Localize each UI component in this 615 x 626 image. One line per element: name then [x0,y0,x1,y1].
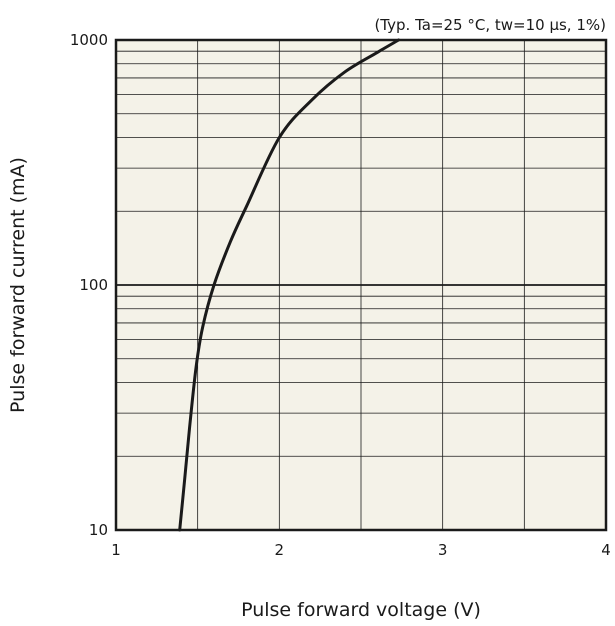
forward-current-curve [178,38,401,532]
y-tick-label: 1000 [70,31,108,49]
x-tick-label: 4 [601,541,611,559]
y-tick-label: 10 [89,521,108,539]
tick-labels: 1 2 3 4 10 100 1000 [70,31,611,559]
y-axis-title: Pulse forward current (mA) [7,157,29,413]
x-tick-label: 2 [275,541,285,559]
y-tick-label: 100 [79,276,108,294]
grid [116,40,606,530]
plot-frame [114,38,608,532]
x-tick-label: 3 [438,541,448,559]
chart-annotation: (Typ. Ta=25 °C, tw=10 µs, 1%) [374,16,606,34]
x-tick-label: 1 [111,541,121,559]
x-axis-title: Pulse forward voltage (V) [241,599,481,621]
